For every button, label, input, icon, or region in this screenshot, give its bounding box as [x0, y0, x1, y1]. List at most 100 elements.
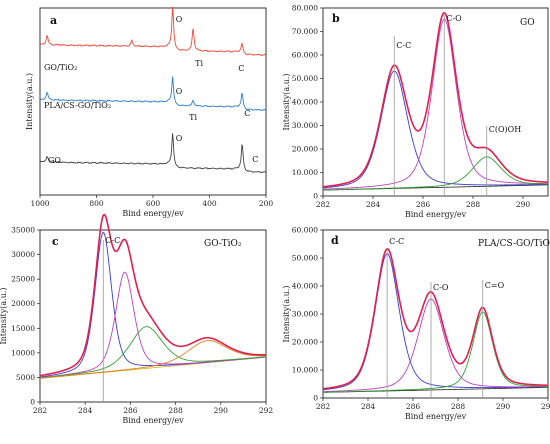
component-label: C-C	[105, 236, 120, 245]
peak-label: C	[252, 155, 258, 164]
y-tick-label: 0	[30, 398, 35, 407]
plot-frame	[322, 229, 549, 399]
component-peak-c-o	[322, 18, 548, 190]
y-tick-label: 25000	[11, 275, 35, 284]
component-peak-c-c	[322, 70, 549, 189]
envelope-line	[322, 11, 549, 188]
y-tick-label: 0	[313, 192, 318, 201]
y-tick-label: 50.000	[292, 74, 318, 83]
component-peak-3	[39, 340, 267, 379]
peak-label: C	[238, 64, 244, 73]
y-tick-label: 10000	[11, 348, 35, 357]
y-tick-label: 35000	[11, 226, 35, 235]
x-tick-label: 288	[168, 406, 183, 415]
component-label: C-C	[389, 237, 404, 246]
series-label: GO/TiO₂	[44, 63, 77, 72]
x-axis-label: Bind energy/ev	[405, 210, 467, 219]
y-tick-label: 20000	[11, 299, 35, 308]
y-tick-label: 70.000	[292, 27, 318, 36]
peak-label: Ti	[195, 59, 203, 68]
x-tick-label: 800	[89, 199, 104, 208]
panel-title: GO-TiO₂	[204, 239, 242, 249]
y-tick-label: 20.000	[292, 338, 318, 347]
x-tick-label: 284	[78, 406, 93, 415]
y-tick-label: 60.000	[292, 51, 318, 60]
component-peak-1	[39, 271, 267, 379]
peak-label: Ti	[189, 113, 197, 122]
envelope-line	[39, 213, 267, 377]
panel-c: 282 284 286 288 290 292 Bind energy/ev Intensit…	[0, 213, 274, 425]
peak-label: O	[176, 87, 183, 96]
x-axis-label: Bind energy/ev	[122, 209, 184, 218]
x-tick-label: 290	[214, 406, 229, 415]
panel-letter: b	[332, 12, 340, 25]
x-tick-label: 290	[516, 200, 531, 209]
component-peak-c-o	[322, 311, 549, 393]
y-tick-label: 40.000	[292, 282, 318, 291]
x-tick-label: 282	[33, 406, 48, 415]
y-tick-label: 80.000	[292, 4, 318, 13]
peak-label: O	[176, 15, 183, 24]
x-tick-label: 400	[202, 199, 217, 208]
envelope-line	[322, 247, 549, 390]
y-tick-label: 60.000	[292, 226, 318, 235]
component-label: C-C	[396, 41, 411, 50]
x-tick-label: 286	[416, 200, 431, 209]
y-tick-label: 15000	[11, 324, 35, 333]
component-peak-c-c	[322, 253, 549, 391]
x-tick-label: 1000	[30, 199, 49, 208]
y-tick-label: 20.000	[292, 145, 318, 154]
y-tick-label: 50.000	[292, 254, 318, 263]
x-tick-label: 292	[259, 406, 274, 415]
panel-letter: d	[331, 234, 339, 247]
x-tick-label: 284	[361, 402, 376, 411]
component-peak-c-o	[322, 298, 549, 393]
series-label: PLA/CS-GO/TiO₂	[44, 101, 111, 110]
x-tick-label: 200	[259, 199, 274, 208]
panel-d: 282 284 286 288 290 292 Bind energy/ev Intensit…	[282, 226, 550, 422]
y-axis-label: Intensity(a.u.)	[282, 73, 291, 130]
y-tick-label: 10.000	[292, 168, 318, 177]
x-tick-label: 288	[451, 402, 466, 411]
x-tick-label: 290	[496, 402, 511, 411]
component-peak-c-c	[39, 231, 267, 378]
plot-frame	[39, 229, 267, 403]
plot-frame	[322, 7, 549, 197]
panel-title: PLA/CS-GO/TiO₂	[478, 239, 550, 249]
panel-a: 1000 800 600 400 200 Bind energy/ev Intensity(…	[25, 6, 274, 218]
y-tick-label: 40.000	[292, 98, 318, 107]
y-tick-label: 5000	[16, 373, 35, 382]
x-tick-label: 292	[541, 402, 550, 411]
panel-b: 282 284 286 288 290 Bind energy/ev Intensity(a…	[282, 4, 549, 219]
y-tick-label: 30000	[11, 250, 35, 259]
component-label: C-O	[433, 283, 449, 292]
component-label: C-O	[446, 14, 462, 23]
series-line-pla-cs-go-tio2	[39, 76, 267, 112]
panel-letter: a	[50, 14, 57, 27]
y-tick-label: 0	[313, 394, 318, 403]
y-tick-label: 30.000	[292, 310, 318, 319]
x-tick-label: 286	[123, 406, 138, 415]
x-tick-label: 286	[406, 402, 421, 411]
series-line-go	[39, 133, 267, 174]
y-axis-label: Intensity(a.u.)	[25, 73, 34, 130]
y-axis-label: Intensity(a.u.)	[0, 287, 8, 344]
x-tick-label: 288	[466, 200, 481, 209]
panel-letter: c	[52, 235, 59, 248]
peak-label: C	[244, 109, 250, 118]
component-peak-2	[39, 326, 267, 379]
x-axis-label: Bind energy/ev	[405, 412, 467, 421]
y-tick-label: 30.000	[292, 121, 318, 130]
peak-label: O	[176, 134, 183, 143]
component-peak-c-o-oh	[322, 156, 548, 191]
component-label: C(O)OH	[489, 125, 521, 134]
y-tick-label: 10.000	[292, 366, 318, 375]
x-tick-label: 282	[316, 402, 331, 411]
x-tick-label: 284	[366, 200, 381, 209]
panel-title: GO	[520, 18, 535, 28]
x-tick-label: 600	[146, 199, 161, 208]
series-label: GO	[48, 156, 61, 165]
x-tick-label: 282	[316, 200, 331, 209]
y-axis-label: Intensity(a.u.)	[282, 285, 291, 342]
